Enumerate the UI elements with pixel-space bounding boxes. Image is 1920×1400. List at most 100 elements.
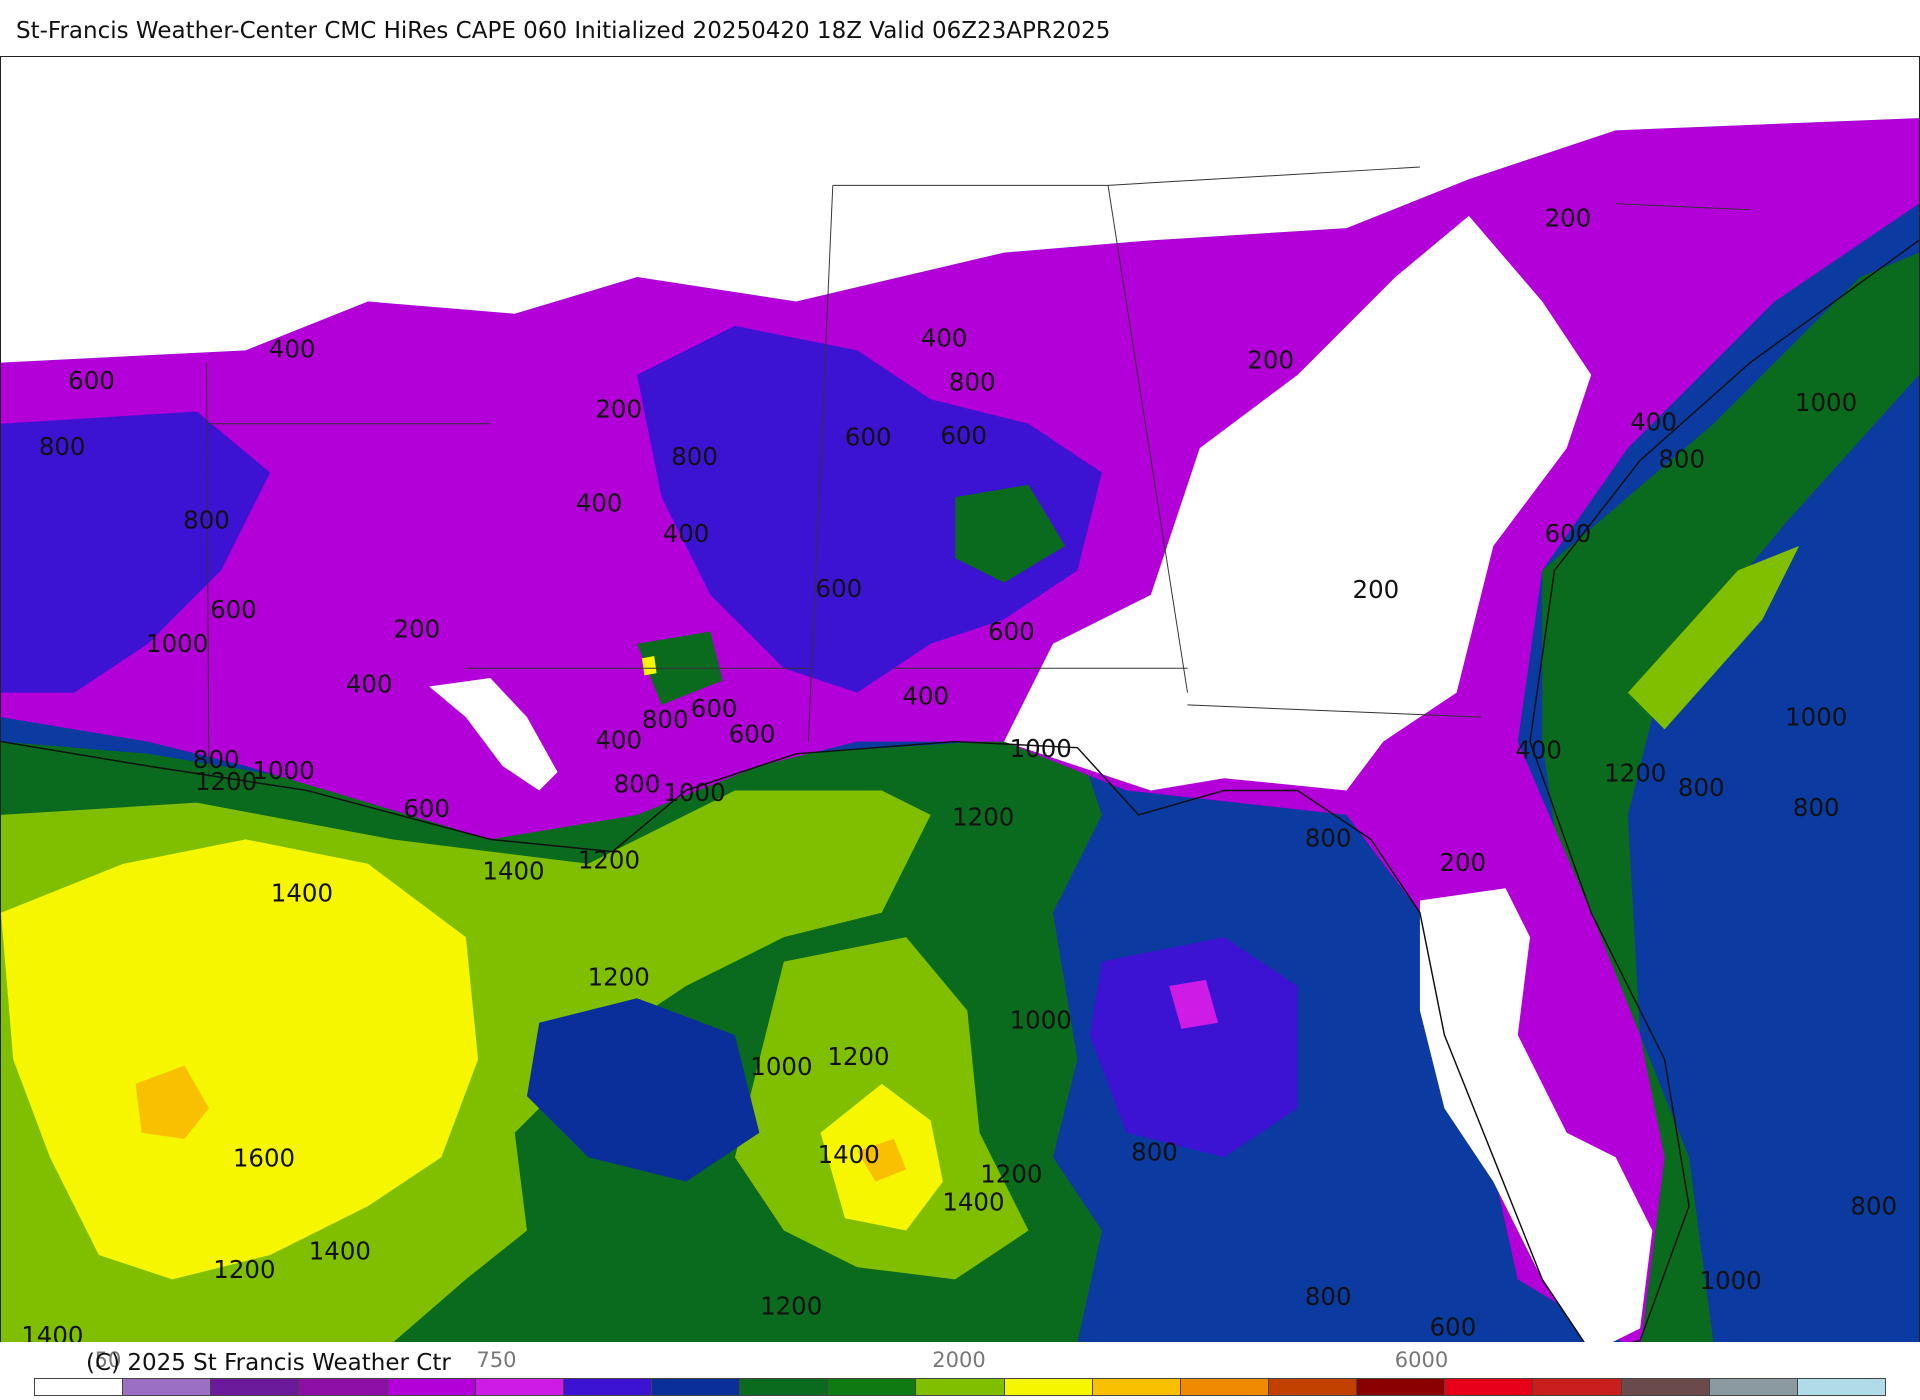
contour-label: 1400 xyxy=(21,1321,83,1343)
title-bar: St-Francis Weather-Center CMC HiRes CAPE… xyxy=(0,0,1920,56)
contour-label: 600 xyxy=(1545,519,1592,548)
legend-swatch xyxy=(828,1379,917,1395)
contour-label: 1400 xyxy=(818,1140,880,1169)
gulf-blue-pocket xyxy=(526,998,760,1182)
legend-tick-label: 2000 xyxy=(932,1348,986,1372)
contour-label: 400 xyxy=(1515,735,1562,764)
contour-label: 600 xyxy=(691,694,738,723)
contour-label: 1200 xyxy=(578,845,640,874)
contour-label: 1400 xyxy=(271,878,333,907)
contour-label: 400 xyxy=(595,726,642,755)
legend-swatch xyxy=(1092,1379,1181,1395)
contour-label: 1000 xyxy=(1785,702,1847,731)
contour-label: 800 xyxy=(1658,444,1705,473)
contour-label: 800 xyxy=(614,770,661,799)
legend-swatch xyxy=(1268,1379,1358,1395)
contour-label: 1200 xyxy=(195,767,257,796)
legend-swatch xyxy=(1445,1379,1534,1395)
contour-label: 800 xyxy=(642,705,689,734)
north-white-region xyxy=(1,57,1919,363)
legend-tick-label: 50 xyxy=(94,1348,122,1372)
contour-label: 800 xyxy=(39,432,86,461)
gulf-yellow-region xyxy=(1,839,479,1280)
legend-swatch xyxy=(387,1379,476,1395)
contour-label: 1000 xyxy=(1795,388,1857,417)
contour-label: 600 xyxy=(940,421,987,450)
legend-swatch xyxy=(651,1379,741,1395)
contour-label: 1400 xyxy=(309,1237,371,1266)
contour-label: 800 xyxy=(193,745,240,774)
contour-label: 400 xyxy=(1630,408,1677,437)
land-yellow-dot xyxy=(641,655,657,676)
contour-label: 400 xyxy=(921,323,968,352)
land-blue-region xyxy=(1,411,271,693)
legend-swatch xyxy=(1709,1379,1798,1395)
cape-map: 400 600 800 800 600 1000 800 1000 1200 200 400 400 8… xyxy=(0,56,1920,1344)
contour-label: 1400 xyxy=(942,1188,1004,1217)
contour-label: 800 xyxy=(949,367,996,396)
contour-label: 1400 xyxy=(482,856,544,885)
contour-label: 200 xyxy=(1353,575,1400,604)
contour-label: 600 xyxy=(68,366,115,395)
contour-label: 1200 xyxy=(827,1042,889,1071)
legend-swatch xyxy=(1621,1379,1710,1395)
legend-swatch xyxy=(1004,1379,1093,1395)
legend-swatch xyxy=(211,1379,300,1395)
contour-label: 800 xyxy=(1305,823,1352,852)
contour-label: 800 xyxy=(1793,793,1840,822)
contour-label: 800 xyxy=(1850,1191,1897,1220)
louisiana-white-region xyxy=(429,677,558,791)
coastline xyxy=(1,239,1919,1343)
gulf-orange-spot xyxy=(135,1065,209,1139)
gulf-magenta-spot xyxy=(1169,979,1219,1029)
contour-label: 1200 xyxy=(1604,759,1666,788)
gulf-orange-spot-2 xyxy=(857,1138,907,1182)
contour-label: 200 xyxy=(394,614,441,643)
legend-color-bar xyxy=(34,1378,1886,1396)
contour-label: 400 xyxy=(576,488,623,517)
legend-swatch xyxy=(299,1379,388,1395)
contour-label: 200 xyxy=(1439,848,1486,877)
legend-tick-label: 750 xyxy=(476,1348,517,1372)
legend-swatch xyxy=(740,1379,829,1395)
copyright: (C) 2025 St Francis Weather Ctr xyxy=(86,1350,451,1376)
contour-label: 1000 xyxy=(913,1340,975,1343)
contour-label: 1200 xyxy=(588,963,650,992)
contour-label: 800 xyxy=(1678,773,1725,802)
atlantic-lime-streak xyxy=(1627,545,1800,730)
legend-swatch xyxy=(35,1379,124,1395)
contour-label: 1200 xyxy=(952,803,1014,832)
land-blue-region-2 xyxy=(637,325,1102,693)
southeast-white-region xyxy=(1004,215,1592,791)
legend-swatch xyxy=(1797,1379,1885,1395)
contour-label: 200 xyxy=(1247,345,1294,374)
contour-label: 1000 xyxy=(1010,734,1072,763)
legend-swatch xyxy=(1533,1379,1622,1395)
contour-label: 1600 xyxy=(233,1144,295,1173)
legend-ticks: 50 750 2000 6000 xyxy=(0,1346,1920,1374)
legend-tick-label: 6000 xyxy=(1394,1348,1449,1372)
map-title: St-Francis Weather-Center CMC HiRes CAPE… xyxy=(16,18,1111,44)
contour-label: 1000 xyxy=(1700,1266,1762,1295)
contour-label: 800 xyxy=(1305,1282,1352,1311)
contour-label: 400 xyxy=(346,669,393,698)
land-green-spot xyxy=(955,484,1066,583)
contour-label: 1200 xyxy=(213,1255,275,1284)
gulf-purple-pocket xyxy=(1089,937,1298,1158)
contour-label: 400 xyxy=(902,682,949,711)
legend-swatch xyxy=(916,1379,1005,1395)
legend-swatch xyxy=(475,1379,564,1395)
contour-label: 400 xyxy=(269,334,316,363)
contour-label: 200 xyxy=(1545,204,1592,233)
legend-swatch xyxy=(1180,1379,1269,1395)
contour-label: 800 xyxy=(183,506,230,535)
contour-label: 600 xyxy=(845,422,892,451)
contour-label: 1200 xyxy=(760,1292,822,1321)
contour-label: 1000 xyxy=(1010,1006,1072,1035)
contour-label: 600 xyxy=(403,794,450,823)
contour-label: 200 xyxy=(595,394,642,423)
state-borders xyxy=(206,166,1751,779)
contour-label: 600 xyxy=(210,595,257,624)
contour-label: 600 xyxy=(729,719,776,748)
